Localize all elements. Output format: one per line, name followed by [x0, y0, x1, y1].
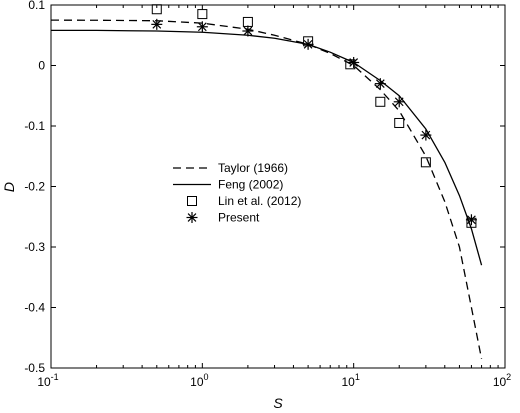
y-tick-label: -0.3	[24, 240, 45, 254]
x-tick-base: 10	[190, 375, 204, 389]
legend-entry-label: Taylor (1966)	[218, 161, 288, 175]
y-tick-label: -0.4	[24, 301, 45, 315]
data-point-present	[302, 38, 314, 50]
data-point-present	[393, 96, 405, 108]
x-tick-label: 102	[493, 372, 511, 389]
data-point-lin	[151, 4, 162, 15]
axis-ticks: 0.10-0.1-0.2-0.3-0.4-0.510-1 100 101 102	[24, 0, 511, 389]
x-tick-exponent: 1	[355, 372, 360, 382]
data-point-present	[465, 214, 477, 226]
series-taylor-line	[50, 19, 483, 360]
data-point-present	[348, 56, 360, 68]
data-point-present	[196, 21, 208, 33]
data-point-present	[420, 129, 432, 141]
legend-entry-label: Feng (2002)	[218, 178, 283, 192]
legend-entry-label: Present	[218, 211, 260, 225]
y-tick-label: -0.1	[24, 119, 45, 133]
x-tick-base: 10	[341, 375, 355, 389]
x-tick-exponent: 0	[204, 372, 209, 382]
legend-entry-label: Lin et al. (2012)	[218, 194, 301, 208]
data-point-lin	[394, 117, 405, 128]
data-point-lin	[242, 16, 253, 27]
data-point-lin	[375, 96, 386, 107]
data-point-present	[374, 78, 386, 90]
legend-square-marker	[187, 196, 197, 206]
data-point-present	[242, 25, 254, 37]
x-tick-exponent: -1	[51, 372, 59, 382]
data-point-present	[151, 18, 163, 30]
x-tick-label: 100	[190, 372, 208, 389]
legend: Taylor (1966) Feng (2002) Lin et al. (2012…	[173, 161, 301, 225]
series-feng-line	[51, 29, 483, 266]
legend-asterisk-marker	[186, 212, 198, 223]
x-tick-exponent: 2	[506, 372, 511, 382]
y-axis-label: D	[1, 182, 17, 192]
y-tick-label: 0.1	[28, 0, 45, 12]
y-tick-label: 0	[38, 59, 45, 73]
y-tick-label: -0.5	[24, 361, 45, 375]
data-point-lin	[420, 157, 431, 168]
x-tick-label: 10-1	[37, 372, 58, 389]
x-tick-base: 10	[493, 375, 507, 389]
x-axis-label: S	[273, 395, 283, 411]
data-point-lin	[197, 9, 208, 20]
series-layer	[50, 4, 483, 360]
x-tick-label: 101	[341, 372, 359, 389]
x-tick-base: 10	[37, 375, 51, 389]
y-tick-label: -0.2	[24, 180, 45, 194]
